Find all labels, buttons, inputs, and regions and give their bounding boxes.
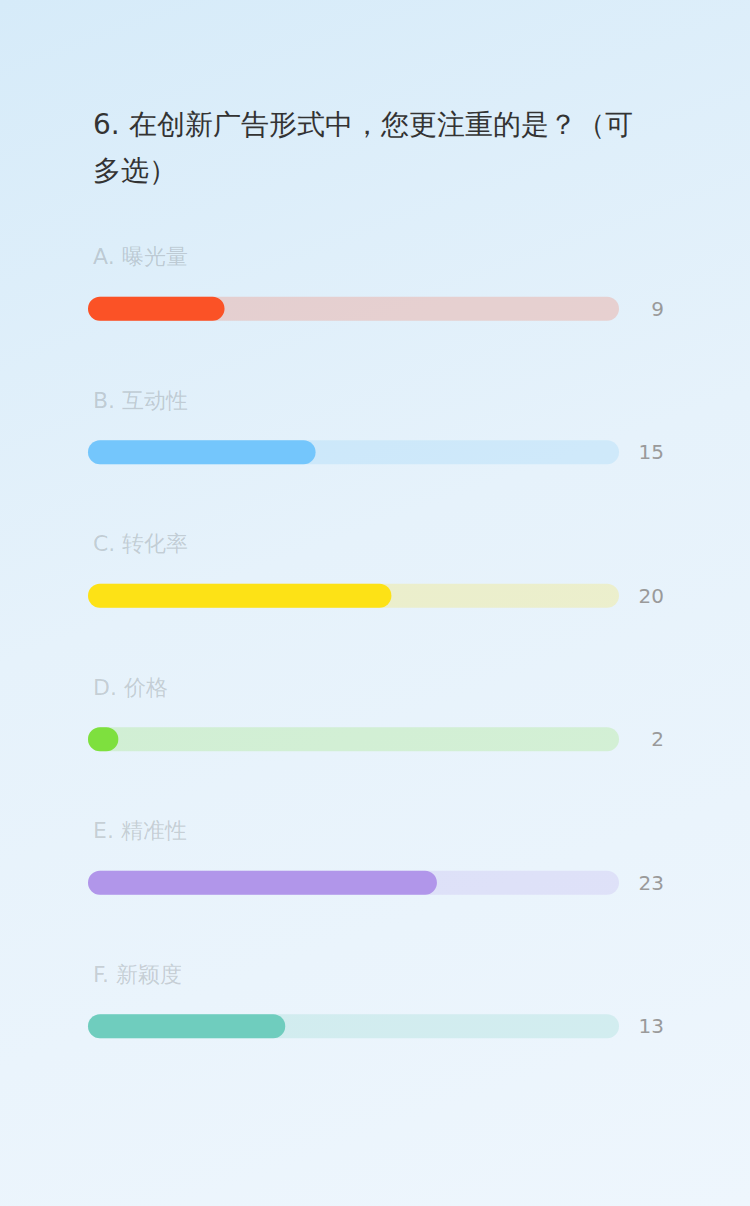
- svg-text:15: 15: [639, 440, 664, 464]
- svg-text:C. 转化率: C. 转化率: [93, 531, 188, 556]
- svg-text:E. 精准性: E. 精准性: [93, 818, 187, 843]
- svg-text:多选）: 多选）: [93, 154, 177, 187]
- svg-text:A. 曝光量: A. 曝光量: [93, 244, 188, 269]
- svg-text:F. 新颖度: F. 新颖度: [93, 962, 182, 987]
- svg-text:6. 在创新广告形式中，您更注重的是？（可: 6. 在创新广告形式中，您更注重的是？（可: [93, 108, 633, 141]
- svg-text:B. 互动性: B. 互动性: [93, 388, 188, 413]
- svg-text:9: 9: [651, 297, 664, 321]
- svg-text:13: 13: [639, 1014, 664, 1038]
- svg-text:D. 价格: D. 价格: [93, 675, 168, 700]
- svg-text:20: 20: [639, 584, 664, 608]
- svg-text:23: 23: [639, 871, 664, 895]
- svg-text:2: 2: [651, 727, 664, 751]
